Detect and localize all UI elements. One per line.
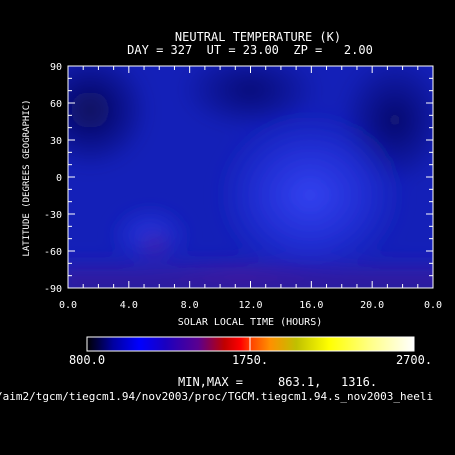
chart-subtitle: DAY = 327 UT = 23.00 ZP = 2.00 <box>127 43 373 57</box>
min-value: 863.1, <box>278 375 321 389</box>
y-tick-label: 90 <box>50 62 62 73</box>
y-tick-label: 30 <box>50 136 62 147</box>
y-tick-label: -60 <box>44 247 62 258</box>
x-tick-label: 4.0 <box>120 300 138 311</box>
y-tick-label: -30 <box>44 210 62 221</box>
x-tick-label: 20.0 <box>360 300 384 311</box>
max-value: 1316. <box>341 375 377 389</box>
y-axis: 90 60 30 0 -30 -60 -90 <box>44 62 433 295</box>
x-tick-label: 16.0 <box>299 300 323 311</box>
minmax-label: MIN,MAX = <box>178 375 243 389</box>
y-tick-label: 0 <box>56 173 62 184</box>
file-path: /aim2/tgcm/tiegcm1.94/nov2003/proc/TGCM.… <box>0 390 433 403</box>
colorbar-max-label: 2700. <box>396 353 432 367</box>
y-axis-label: LATITUDE (DEGREES GEOGRAPHIC) <box>22 99 32 256</box>
x-tick-label: 12.0 <box>238 300 262 311</box>
x-tick-label: 0.0 <box>59 300 77 311</box>
heatmap-field <box>68 66 433 288</box>
y-tick-label: -90 <box>44 284 62 295</box>
colorbar-mid-label: 1750. <box>232 353 268 367</box>
y-tick-label: 60 <box>50 99 62 110</box>
colorbar-min-label: 800.0 <box>69 353 105 367</box>
chart-title: NEUTRAL TEMPERATURE (K) <box>175 30 341 44</box>
x-tick-label: 0.0 <box>424 300 442 311</box>
x-axis: 0.0 4.0 8.0 12.0 16.0 20.0 0.0 <box>59 66 442 311</box>
x-axis-label: SOLAR LOCAL TIME (HOURS) <box>178 317 323 328</box>
x-tick-label: 8.0 <box>181 300 199 311</box>
